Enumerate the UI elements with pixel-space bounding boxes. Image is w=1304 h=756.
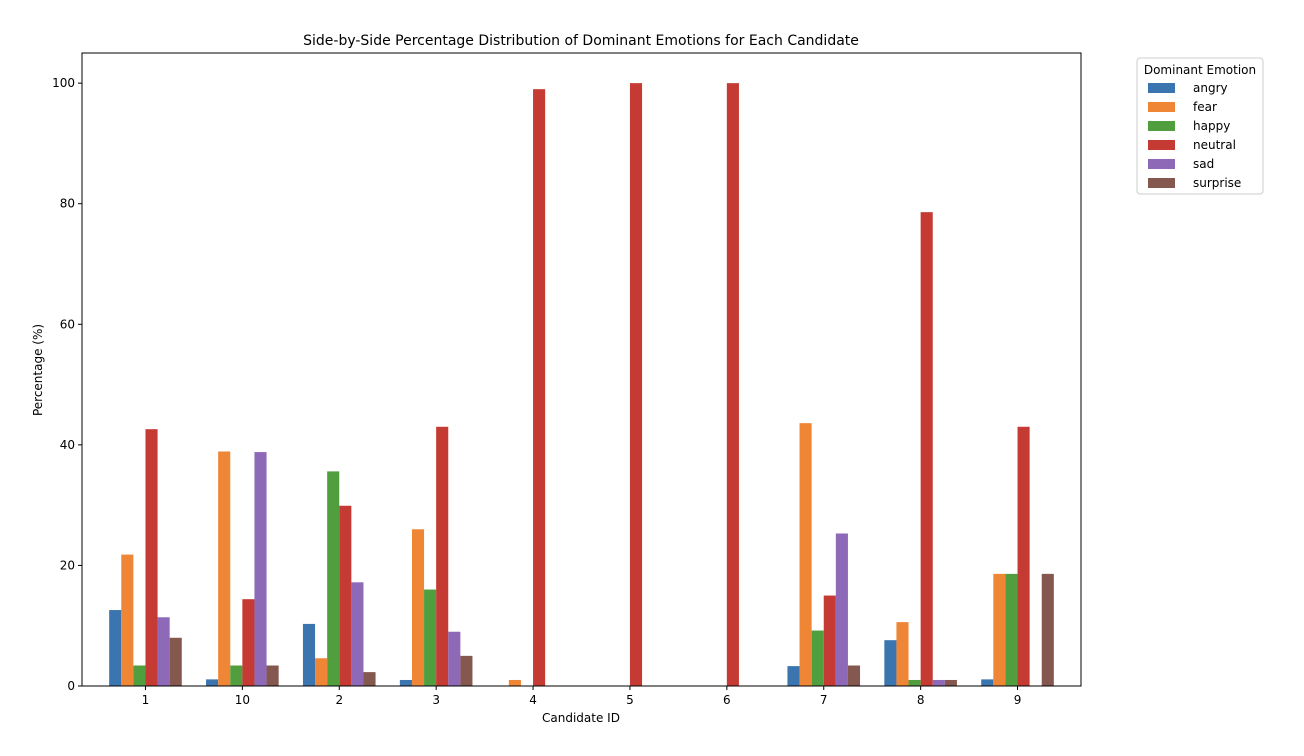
x-axis-ticks: 1 10 2 3 4 5 6 7 8 9 — [142, 686, 1022, 707]
bar-fear-candidate-1 — [121, 554, 134, 686]
y-axis-ticks: 0 20 40 60 80 100 — [52, 76, 82, 693]
bar-happy-candidate-8 — [908, 679, 921, 686]
bar-angry-candidate-9 — [981, 679, 994, 686]
bar-sad-candidate-10 — [254, 452, 267, 686]
bar-happy-candidate-10 — [230, 665, 243, 686]
x-tick-label: 4 — [529, 693, 537, 707]
legend-label-sad: sad — [1193, 157, 1214, 171]
legend-label-surprise: surprise — [1193, 176, 1241, 190]
bar-neutral-candidate-2 — [339, 505, 352, 686]
legend: Dominant Emotion angry fear happy neutral sa… — [1136, 57, 1264, 195]
bar-happy-candidate-7 — [811, 630, 824, 686]
bar-surprise-candidate-10 — [266, 665, 279, 686]
y-tick-label: 80 — [60, 197, 75, 211]
x-tick-label: 1 — [142, 693, 150, 707]
bar-angry-candidate-3 — [399, 679, 412, 686]
bar-neutral-candidate-6 — [726, 83, 739, 686]
bar-happy-candidate-1 — [133, 665, 146, 686]
x-tick-label: 8 — [917, 693, 925, 707]
legend-swatch-angry — [1148, 83, 1175, 93]
bar-sad-candidate-2 — [351, 582, 364, 686]
bar-neutral-candidate-4 — [533, 89, 546, 687]
bar-neutral-candidate-8 — [920, 212, 933, 686]
bar-angry-candidate-1 — [109, 610, 122, 686]
x-tick-label: 6 — [723, 693, 731, 707]
y-axis-label: Percentage (%) — [31, 324, 45, 416]
bar-happy-candidate-2 — [327, 471, 340, 686]
legend-label-fear: fear — [1193, 100, 1217, 114]
bar-surprise-candidate-7 — [847, 665, 861, 686]
bar-neutral-candidate-7 — [823, 595, 836, 686]
bar-sad-candidate-7 — [835, 533, 848, 686]
bar-sad-candidate-8 — [932, 679, 945, 686]
bar-happy-candidate-3 — [424, 589, 437, 686]
bar-surprise-candidate-9 — [1041, 573, 1054, 686]
legend-label-neutral: neutral — [1193, 138, 1236, 152]
bar-happy-candidate-9 — [1005, 573, 1018, 686]
x-tick-label: 5 — [626, 693, 634, 707]
legend-swatch-fear — [1148, 102, 1175, 112]
y-tick-label: 0 — [67, 679, 75, 693]
bar-surprise-candidate-2 — [363, 672, 376, 686]
bar-sad-candidate-3 — [448, 631, 461, 686]
legend-items: angry fear happy neutral sad surprise — [1148, 81, 1241, 190]
bar-sad-candidate-1 — [157, 617, 170, 686]
x-axis-label: Candidate ID — [542, 711, 620, 725]
chart-title: Side-by-Side Percentage Distribution of … — [303, 33, 859, 49]
plot-frame — [81, 52, 1082, 687]
legend-swatch-neutral — [1148, 140, 1175, 150]
x-tick-label: 3 — [432, 693, 440, 707]
bar-fear-candidate-8 — [896, 622, 909, 686]
bar-angry-candidate-10 — [206, 679, 219, 686]
bar-fear-candidate-3 — [411, 529, 425, 686]
y-tick-label: 20 — [60, 558, 75, 572]
bar-surprise-candidate-8 — [944, 679, 957, 686]
bar-angry-candidate-7 — [787, 666, 800, 686]
bar-fear-candidate-4 — [508, 679, 521, 686]
bar-neutral-candidate-3 — [436, 426, 449, 686]
bar-fear-candidate-9 — [993, 573, 1006, 686]
legend-swatch-surprise — [1148, 178, 1175, 188]
x-tick-label: 9 — [1014, 693, 1022, 707]
bar-neutral-candidate-10 — [242, 599, 255, 686]
bar-surprise-candidate-3 — [460, 655, 473, 686]
bar-fear-candidate-7 — [799, 423, 812, 686]
legend-label-happy: happy — [1193, 119, 1230, 133]
bars-group — [109, 83, 1054, 687]
legend-title: Dominant Emotion — [1144, 63, 1256, 77]
legend-swatch-happy — [1148, 121, 1175, 131]
bar-fear-candidate-10 — [218, 451, 231, 686]
bar-fear-candidate-2 — [315, 658, 328, 686]
legend-swatch-sad — [1148, 159, 1175, 169]
legend-label-angry: angry — [1193, 81, 1228, 95]
x-tick-label: 7 — [820, 693, 828, 707]
bar-surprise-candidate-1 — [169, 637, 182, 686]
bar-neutral-candidate-9 — [1017, 426, 1030, 686]
bar-neutral-candidate-1 — [145, 429, 158, 686]
bar-angry-candidate-2 — [302, 623, 316, 686]
y-tick-label: 100 — [52, 76, 75, 90]
bar-angry-candidate-8 — [884, 640, 897, 686]
bar-neutral-candidate-5 — [629, 83, 643, 686]
y-tick-label: 40 — [60, 438, 75, 452]
x-tick-label: 10 — [235, 693, 250, 707]
x-tick-label: 2 — [335, 693, 343, 707]
y-tick-label: 60 — [60, 317, 75, 331]
